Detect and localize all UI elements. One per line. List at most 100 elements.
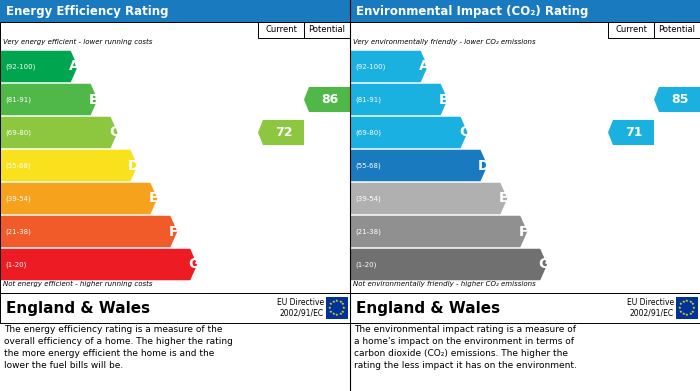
Bar <box>258 22 304 38</box>
Text: (81-91): (81-91) <box>5 96 31 103</box>
Polygon shape <box>1 117 118 148</box>
Text: G: G <box>188 258 199 271</box>
Polygon shape <box>608 120 654 145</box>
Text: 72: 72 <box>274 126 293 139</box>
Polygon shape <box>258 120 304 145</box>
Polygon shape <box>304 87 350 112</box>
Text: ★: ★ <box>682 300 685 304</box>
Text: (55-68): (55-68) <box>355 162 381 169</box>
Text: ★: ★ <box>335 299 339 303</box>
Polygon shape <box>1 216 177 247</box>
Bar <box>0 22 350 293</box>
Text: England & Wales: England & Wales <box>6 301 150 316</box>
Text: ★: ★ <box>341 310 345 314</box>
Polygon shape <box>1 51 78 82</box>
Polygon shape <box>351 117 468 148</box>
Bar <box>350 293 700 323</box>
Text: (81-91): (81-91) <box>355 96 381 103</box>
Text: ★: ★ <box>329 303 332 307</box>
Polygon shape <box>351 249 547 280</box>
Text: (39-54): (39-54) <box>5 195 31 202</box>
Text: F: F <box>169 224 178 239</box>
Text: ★: ★ <box>341 303 345 307</box>
Text: ★: ★ <box>679 310 682 314</box>
Text: A: A <box>69 59 80 74</box>
Bar <box>326 297 348 319</box>
Polygon shape <box>654 87 700 112</box>
Text: ★: ★ <box>328 306 332 310</box>
Polygon shape <box>351 150 487 181</box>
Text: (1-20): (1-20) <box>5 261 27 268</box>
Bar <box>350 0 700 22</box>
Text: EU Directive: EU Directive <box>277 298 324 307</box>
Bar <box>608 22 654 38</box>
Text: The environmental impact rating is a measure of
a home's impact on the environme: The environmental impact rating is a mea… <box>354 325 577 370</box>
Text: C: C <box>459 126 469 140</box>
Text: ★: ★ <box>678 306 682 310</box>
Text: 71: 71 <box>624 126 643 139</box>
Polygon shape <box>351 51 428 82</box>
Text: C: C <box>109 126 119 140</box>
Polygon shape <box>1 249 197 280</box>
Text: ★: ★ <box>689 312 692 316</box>
Text: 85: 85 <box>671 93 688 106</box>
Text: Very environmentally friendly - lower CO₂ emissions: Very environmentally friendly - lower CO… <box>353 39 536 45</box>
Text: A: A <box>419 59 430 74</box>
Text: G: G <box>538 258 550 271</box>
Text: Not environmentally friendly - higher CO₂ emissions: Not environmentally friendly - higher CO… <box>353 281 536 287</box>
Text: B: B <box>89 93 99 106</box>
Text: D: D <box>128 158 140 172</box>
Text: Current: Current <box>265 25 297 34</box>
Text: ★: ★ <box>685 313 689 317</box>
Text: Current: Current <box>615 25 647 34</box>
Text: ★: ★ <box>685 299 689 303</box>
Bar <box>654 22 700 38</box>
Text: 86: 86 <box>321 93 338 106</box>
Text: (69-80): (69-80) <box>5 129 31 136</box>
Text: Very energy efficient - lower running costs: Very energy efficient - lower running co… <box>3 39 153 45</box>
Text: (92-100): (92-100) <box>355 63 386 70</box>
Text: Not energy efficient - higher running costs: Not energy efficient - higher running co… <box>3 281 153 287</box>
Text: ★: ★ <box>689 300 692 304</box>
Text: ★: ★ <box>691 303 695 307</box>
Text: 2002/91/EC: 2002/91/EC <box>280 309 324 318</box>
Bar <box>0 0 350 22</box>
Text: ★: ★ <box>679 303 682 307</box>
Text: ★: ★ <box>342 306 346 310</box>
Text: ★: ★ <box>329 310 332 314</box>
Text: ★: ★ <box>335 313 339 317</box>
Text: (69-80): (69-80) <box>355 129 381 136</box>
Bar <box>676 297 698 319</box>
Text: ★: ★ <box>339 300 342 304</box>
Text: England & Wales: England & Wales <box>356 301 500 316</box>
Text: (55-68): (55-68) <box>5 162 31 169</box>
Polygon shape <box>1 84 97 115</box>
Polygon shape <box>351 216 527 247</box>
Polygon shape <box>1 183 158 214</box>
Polygon shape <box>351 84 447 115</box>
Text: (39-54): (39-54) <box>355 195 381 202</box>
Text: Energy Efficiency Rating: Energy Efficiency Rating <box>6 5 169 18</box>
Bar <box>0 293 350 323</box>
Text: Potential: Potential <box>659 25 696 34</box>
Polygon shape <box>351 183 508 214</box>
Polygon shape <box>1 150 137 181</box>
Text: B: B <box>439 93 449 106</box>
Text: The energy efficiency rating is a measure of the
overall efficiency of a home. T: The energy efficiency rating is a measur… <box>4 325 233 370</box>
Text: ★: ★ <box>332 300 335 304</box>
Bar <box>350 22 700 293</box>
Text: EU Directive: EU Directive <box>627 298 674 307</box>
Text: E: E <box>499 192 509 206</box>
Text: ★: ★ <box>339 312 342 316</box>
Text: ★: ★ <box>692 306 696 310</box>
Text: Environmental Impact (CO₂) Rating: Environmental Impact (CO₂) Rating <box>356 5 589 18</box>
Text: ★: ★ <box>682 312 685 316</box>
Text: Potential: Potential <box>309 25 346 34</box>
Text: D: D <box>478 158 490 172</box>
Text: 2002/91/EC: 2002/91/EC <box>630 309 674 318</box>
Text: (21-38): (21-38) <box>355 228 381 235</box>
Text: F: F <box>519 224 528 239</box>
Text: (1-20): (1-20) <box>355 261 377 268</box>
Text: E: E <box>149 192 159 206</box>
Bar <box>304 22 350 38</box>
